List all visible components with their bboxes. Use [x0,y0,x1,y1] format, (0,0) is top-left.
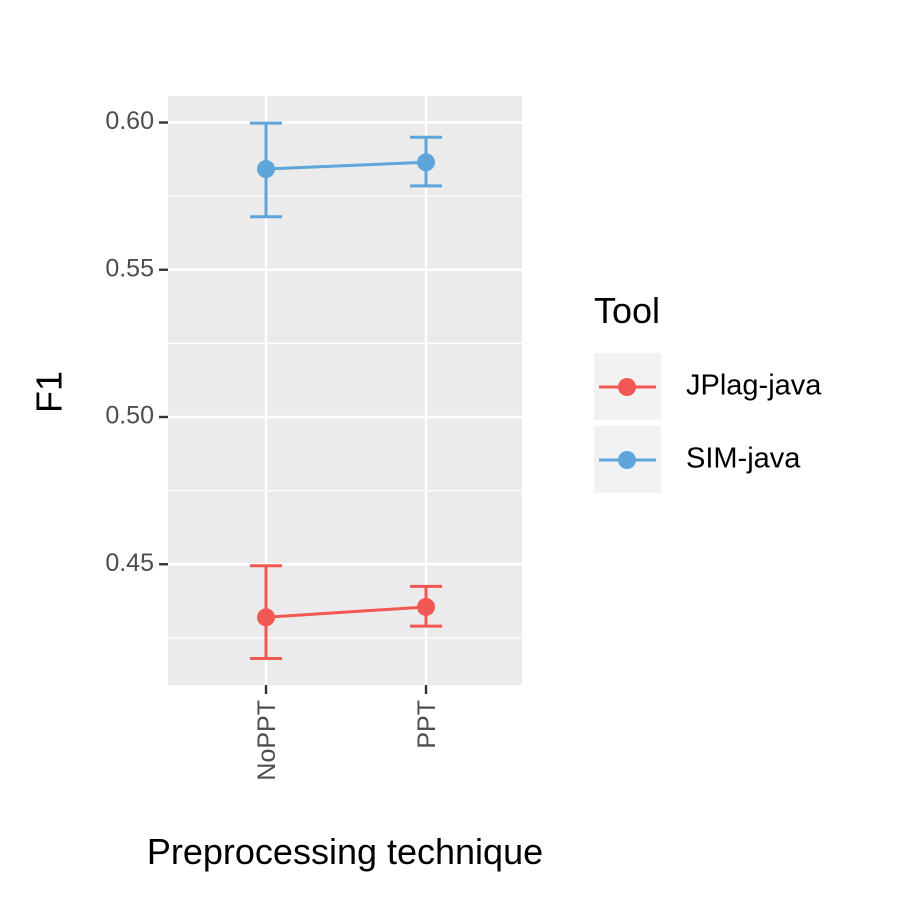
minor-grid [168,195,522,639]
series-SIM-java [250,121,442,219]
legend-title: Tool [594,290,660,331]
legend-label: JPlag-java [686,370,822,402]
legend-item: JPlag-java [594,353,822,420]
legend: Tool JPlag-java SIM-java [594,290,822,493]
y-tick-label: 0.60 [105,107,154,135]
legend-item: SIM-java [594,426,801,493]
y-axis-title: F1 [29,371,70,413]
plot-panel [168,96,522,685]
data-point [417,597,435,616]
data-point [417,153,435,172]
y-tick-label: 0.45 [105,549,154,577]
series-line [265,605,427,619]
legend-key-point [618,451,636,469]
legend-key-point [618,378,636,396]
series-line [265,160,427,171]
x-axis-title: Preprocessing technique [147,831,543,872]
series-JPlag-java [250,564,442,660]
x-axis: NoPPT PPT [253,685,441,781]
data-point [257,160,275,179]
x-tick-label: PPT [413,700,441,749]
y-axis: 0.45 0.50 0.55 0.60 [105,107,168,577]
series-layer [250,121,442,660]
y-tick-label: 0.55 [105,254,154,282]
x-tick-label: NoPPT [253,700,281,781]
legend-label: SIM-java [686,443,801,475]
data-point [257,608,275,627]
y-tick-label: 0.50 [105,402,154,430]
